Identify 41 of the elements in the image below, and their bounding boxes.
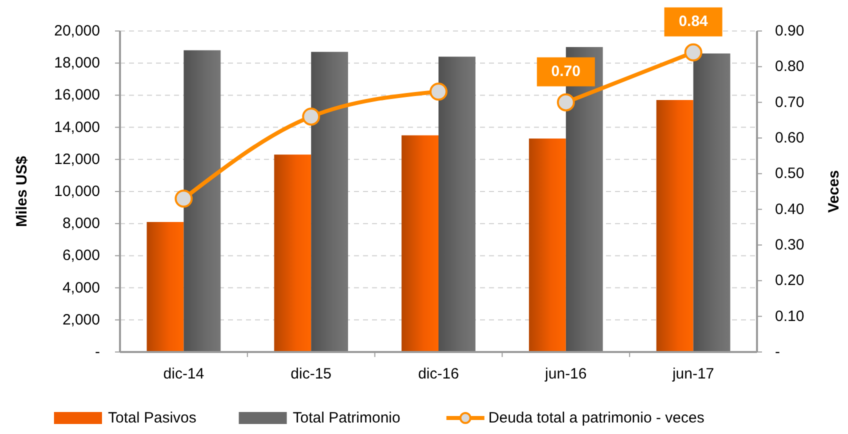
bar <box>528 138 566 352</box>
bar <box>274 154 312 352</box>
y-tick-label: 14,000 <box>54 118 100 136</box>
bar <box>311 52 348 352</box>
legend-label: Total Patrimonio <box>292 410 400 426</box>
y2-tick-label: 0.50 <box>775 165 804 182</box>
x-tick-label: dic-14 <box>163 366 204 382</box>
y-tick-label: 18,000 <box>54 54 100 72</box>
data-label: 0.84 <box>678 12 709 30</box>
y2-axis-title: Veces <box>826 170 842 213</box>
bar <box>402 135 438 352</box>
y2-tick-label: 0.10 <box>775 308 804 325</box>
legend-label: Deuda total a patrimonio - veces <box>488 410 704 426</box>
y2-tick-label: - <box>775 344 780 360</box>
y2-tick-label: 0.90 <box>775 22 804 40</box>
y-tick-label: 12,000 <box>54 150 100 168</box>
y2-tick-label: 0.70 <box>775 94 804 111</box>
y2-tick-label: 0.60 <box>775 130 804 146</box>
x-tick-label: jun-17 <box>671 366 714 382</box>
y-tick-label: 16,000 <box>54 86 100 104</box>
x-tick-label: jun-16 <box>544 366 587 382</box>
y-tick-label: - <box>95 344 100 360</box>
x-tick-label: dic-15 <box>290 366 332 382</box>
y-axis-title: Miles US$ <box>14 155 30 227</box>
y-tick-label: 4,000 <box>62 279 100 296</box>
bar <box>184 50 221 352</box>
legend-label: Total Pasivos <box>108 410 196 426</box>
y2-tick-label: 0.40 <box>775 200 804 218</box>
bar <box>693 53 730 352</box>
data-label: 0.70 <box>551 62 580 80</box>
y-tick-label: 2,000 <box>62 311 100 328</box>
bar <box>438 56 476 352</box>
y-tick-label: 6,000 <box>62 247 100 264</box>
x-tick-label: dic-16 <box>418 366 459 382</box>
y2-tick-label: 0.80 <box>775 58 804 76</box>
y-tick-label: 10,000 <box>54 183 100 200</box>
y-tick-label: 20,000 <box>54 22 100 40</box>
y2-tick-label: 0.20 <box>775 272 804 290</box>
bar <box>146 222 184 352</box>
y-tick-label: 8,000 <box>62 215 100 232</box>
y2-tick-label: 0.30 <box>775 236 804 254</box>
